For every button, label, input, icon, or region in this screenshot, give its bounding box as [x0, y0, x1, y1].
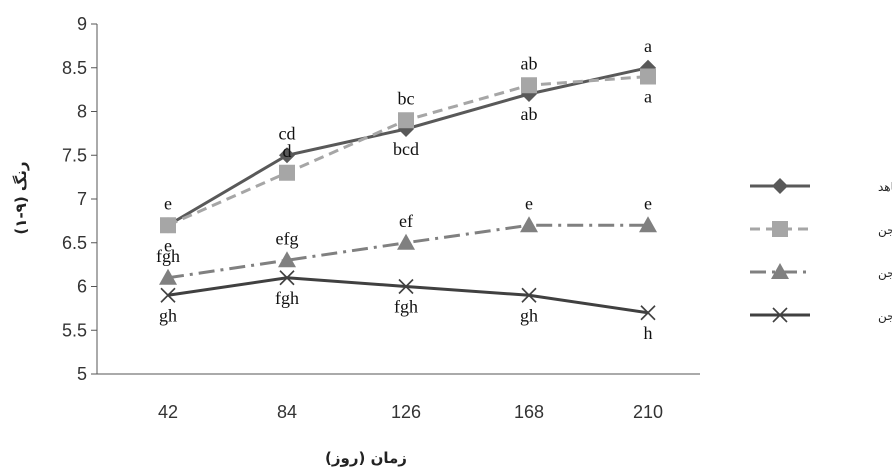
data-point-square: [160, 217, 176, 234]
legend-item: ٪۲۰ لجن: [750, 221, 892, 238]
x-marker-stroke: [772, 307, 788, 323]
legend-label: شاهد: [878, 180, 892, 194]
data-point-triangle: [159, 268, 177, 285]
y-tick-label: 7.5: [62, 145, 87, 165]
x-tick-label: 210: [633, 402, 663, 422]
data-point-square: [521, 77, 537, 94]
series-2: [160, 68, 656, 234]
data-point-square: [640, 68, 656, 85]
significance-label: e: [525, 193, 533, 213]
data-point-diamond: [772, 178, 788, 194]
significance-label: ab: [521, 104, 538, 124]
significance-label: d: [283, 141, 292, 161]
y-tick-labels: 5 5.5 6 6.5 7 7.5 8 8.5 9: [62, 14, 97, 384]
series-3: [159, 216, 657, 285]
data-point-x: [398, 278, 414, 295]
significance-label: gh: [159, 305, 177, 325]
legend-label: ٪۸۰ لجن: [878, 309, 892, 324]
data-point-triangle: [771, 263, 789, 279]
significance-label: ab: [521, 53, 538, 73]
y-tick-label: 5: [77, 364, 87, 384]
significance-label: bc: [398, 88, 415, 108]
x-axis-label: زمان (روز): [325, 449, 407, 467]
data-point-square: [279, 164, 295, 181]
x-tick-label: 42: [158, 402, 178, 422]
x-tick-label: 168: [514, 402, 544, 422]
significance-label: fgh: [156, 246, 180, 266]
significance-label: gh: [520, 305, 538, 325]
series-4: [160, 270, 656, 321]
y-tick-label: 5.5: [62, 320, 87, 340]
data-point-x: [160, 287, 176, 303]
significance-label: h: [644, 323, 653, 343]
data-point-diamond: [279, 147, 295, 164]
data-point-x: [279, 270, 295, 286]
x-tick-label: 84: [277, 402, 297, 422]
data-point-triangle: [639, 216, 657, 233]
legend: شاهد ٪۲۰ لجن ٪۴۰ لجن ٪۸۰ لجن: [750, 178, 892, 324]
x-tick-labels: 42 84 126 168 210: [158, 402, 663, 422]
significance-label: ef: [399, 211, 413, 231]
data-point-square: [398, 112, 414, 129]
data-point-triangle: [278, 251, 296, 268]
data-point-x: [640, 305, 656, 321]
significance-labels: e cd bcd ab a e d bc ab a fgh efg ef e e gh fgh fgh gh h: [156, 36, 653, 343]
data-point-triangle: [397, 233, 415, 250]
significance-label: e: [644, 193, 652, 213]
data-point-x: [772, 307, 788, 323]
legend-label: ٪۲۰ لجن: [878, 223, 892, 238]
y-axis-label: رنگ (۹-۱): [12, 161, 30, 234]
significance-label: e: [164, 193, 172, 213]
y-tick-label: 8.5: [62, 58, 87, 78]
significance-label: efg: [276, 228, 299, 248]
data-point-x: [521, 287, 537, 303]
x-marker-stroke: [521, 287, 537, 303]
significance-label: fgh: [394, 297, 418, 317]
significance-label: cd: [279, 123, 296, 143]
x-marker-stroke: [279, 270, 295, 286]
legend-item: ٪۴۰ لجن: [750, 263, 892, 281]
y-tick-label: 6.5: [62, 233, 87, 253]
legend-item: شاهد: [750, 178, 892, 194]
significance-label: fgh: [275, 288, 299, 308]
legend-label: ٪۴۰ لجن: [878, 266, 892, 281]
data-point-triangle: [520, 216, 538, 233]
significance-label: e: [164, 235, 172, 255]
x-marker-stroke: [398, 278, 414, 295]
legend-item: ٪۸۰ لجن: [750, 307, 892, 324]
x-marker-stroke: [160, 287, 176, 303]
y-tick-label: 6: [77, 277, 87, 297]
y-tick-label: 9: [77, 14, 87, 34]
significance-label: bcd: [393, 139, 419, 159]
significance-label: a: [644, 87, 652, 107]
y-tick-label: 7: [77, 189, 87, 209]
data-point-square: [772, 221, 788, 237]
x-tick-label: 126: [391, 402, 421, 422]
significance-label: a: [644, 36, 652, 56]
plot-area: [159, 59, 657, 321]
y-tick-label: 8: [77, 102, 87, 122]
x-marker-stroke: [640, 305, 656, 321]
series-line: [167, 223, 648, 280]
